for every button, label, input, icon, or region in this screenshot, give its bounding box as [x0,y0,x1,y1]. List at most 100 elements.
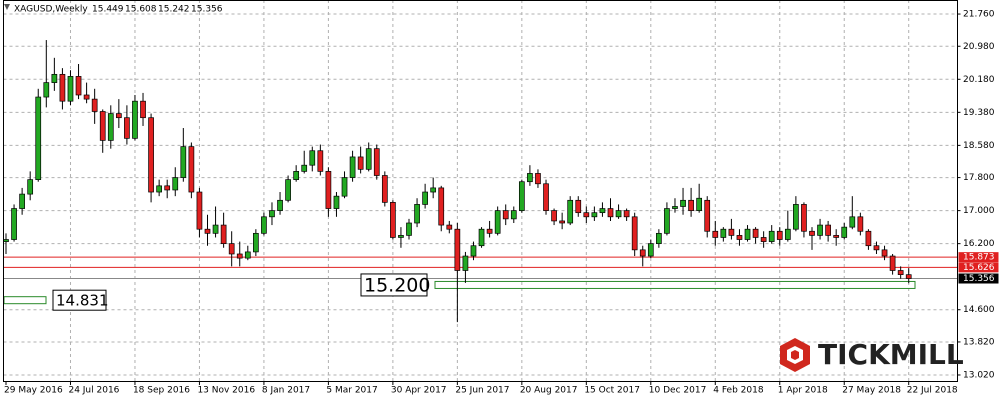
candle-body [3,239,9,242]
candle-body [736,235,743,240]
x-tick-label: 27 May 2018 [842,386,901,396]
x-tick-label: 22 Jul 2018 [907,386,958,396]
candle-body [559,220,565,224]
y-tick-label: 14.600 [963,305,995,315]
candle-body [583,212,590,218]
candle-body [333,195,340,209]
candle-body [454,228,461,271]
candle-body [35,96,42,180]
candle-body [317,150,324,172]
candle-body [656,232,662,245]
candle-body [277,199,283,211]
levels: 15.200 14.831 [3,256,958,311]
title-icon [4,4,10,10]
x-tick-label: 20 Aug 2017 [520,386,578,396]
candle-body [220,224,227,245]
candle-body [623,210,630,218]
candle-body [760,237,767,242]
y-tick-label: 21.760 [963,10,995,20]
candle-body [406,222,412,236]
candle-body [115,113,122,119]
candle-body [704,199,711,232]
candle-body [688,199,694,211]
y-tick-label: 13.820 [963,337,995,347]
annotation-box [360,273,428,297]
candle-body [83,94,90,100]
candle-body [253,232,259,253]
candle-body [486,228,493,234]
y-tick-label: 20.980 [963,42,995,52]
candle-body [664,208,670,234]
current-price-box [958,273,999,284]
candle-body [543,183,549,211]
candle-body [67,76,74,102]
candle-body [720,228,727,238]
candle-body [51,73,58,83]
current-price-label: 15.356 [963,274,995,284]
candle-body [607,208,614,218]
candle-body [301,164,308,172]
candle-body [793,204,799,230]
candle-body [27,179,34,195]
level-label-box [958,262,999,273]
annotation-label: 15.200 [364,274,430,296]
candle-body [527,173,533,183]
candle-body [422,191,428,205]
watermark: TICKMILL [818,338,964,371]
x-tick-label: 15 Oct 2017 [584,386,640,396]
candle-body [502,210,509,220]
y-tick-label: 13.020 [963,370,995,380]
x-tick-label: 13 Nov 2016 [197,386,255,396]
candle-body [148,117,154,193]
candle-body [567,199,574,224]
y-tick-label: 19.380 [963,108,995,118]
candle-body [470,245,477,257]
candle-body [776,230,783,240]
candle-body [768,230,775,242]
candle-body [857,216,864,232]
candle-body [430,187,437,193]
candle-body [841,226,848,238]
candle-body [172,177,179,191]
candle-body [744,228,751,240]
candles [3,40,912,323]
candle-body [833,235,840,238]
x-tick-label: 18 Sep 2016 [133,386,190,396]
level-label: 15.626 [963,263,995,273]
x-tick-label: 5 Mar 2017 [326,386,377,396]
candle-body [615,210,622,218]
candle-body [341,177,348,197]
candle-body [551,210,557,222]
candle-body [865,230,872,247]
candle-body [414,204,420,224]
candle-body [809,230,815,236]
candle-body [349,156,356,178]
y-tick-label: 18.580 [963,141,995,151]
candle-body [11,208,17,240]
candle-body [672,206,678,209]
candle-body [462,255,469,271]
candle-body [75,76,82,96]
candle-body [905,274,912,279]
candle-body [390,202,396,238]
annotation-label: 14.831 [56,292,109,310]
header-value: 15.242 [158,5,190,15]
candle-body [107,113,114,141]
candle-body [293,171,300,180]
x-tick-label: 25 Jun 2017 [455,386,509,396]
candle-body [43,82,50,98]
y-tick-label: 17.800 [963,173,995,183]
candle-body [244,251,251,259]
candle-body [817,224,823,236]
candle-body [357,156,364,170]
x-tick-label: 4 Feb 2018 [713,386,764,396]
candle-body [140,100,146,119]
candle-body [236,253,243,259]
level-label-box [958,252,999,263]
candle-body [849,216,856,228]
x-tick-label: 30 Apr 2017 [391,386,447,396]
logo [780,338,810,372]
candle-body [647,243,654,257]
candle-body [212,224,219,234]
